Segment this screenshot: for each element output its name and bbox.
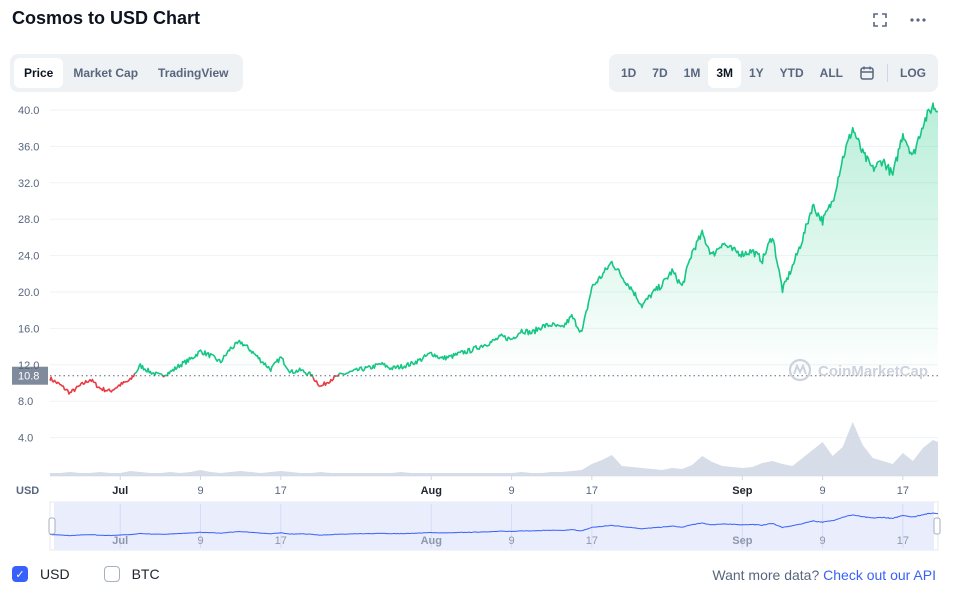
navigator-selection[interactable] — [54, 502, 934, 550]
calendar-icon-graphic — [860, 66, 874, 80]
price-line-up — [311, 373, 314, 378]
watermark-text: CoinMarketCap — [818, 363, 928, 380]
api-link[interactable]: Check out our API — [823, 567, 936, 583]
navigator-grid — [119, 504, 904, 548]
watermark-logo-icon — [788, 358, 812, 382]
navigator-tick-label: Jul — [112, 535, 128, 547]
price-line-down — [49, 373, 136, 395]
y-tick-label: 32.0 — [18, 178, 39, 190]
volume-area — [50, 422, 938, 476]
ellipsis-icon[interactable] — [906, 8, 930, 32]
y-tick-label: 16.0 — [18, 323, 39, 335]
range-3m-button[interactable]: 3M — [708, 58, 741, 88]
navigator-x-axis: Jul 9 17 Aug 9 17 Sep 9 17 — [112, 535, 909, 547]
navigator-line — [49, 512, 938, 537]
more-data-text: Want more data? — [712, 567, 820, 583]
x-tick-label: Sep — [732, 485, 752, 497]
range-7d-button[interactable]: 7D — [652, 66, 668, 80]
range-1y-button[interactable]: 1Y — [748, 66, 764, 80]
x-tick-label: Jul — [112, 485, 128, 497]
calendar-icon[interactable] — [851, 58, 883, 88]
watermark-logo-mark — [793, 363, 807, 375]
x-tick-label: 17 — [897, 485, 909, 497]
price-chart[interactable]: 10.8 40.0 36.0 32.0 28.0 24.0 20.0 16.0 12.0 8.0… — [0, 0, 956, 555]
x-tick-label: 17 — [275, 485, 287, 497]
y-tick-label: 36.0 — [18, 141, 39, 153]
x-tick-label: 9 — [197, 485, 203, 497]
price-area — [50, 103, 938, 376]
y-tick-label: 12.0 — [18, 360, 39, 372]
usd-checkbox[interactable]: ✓ — [12, 566, 28, 582]
tab-tradingview[interactable]: TradingView — [158, 66, 229, 80]
usd-label: USD — [40, 566, 70, 582]
navigator-tick-label: 17 — [275, 535, 287, 547]
tab-price[interactable]: Price — [14, 58, 64, 88]
page-title: Cosmos to USD Chart — [12, 8, 201, 28]
x-tick-label: 9 — [820, 485, 826, 497]
price-line — [49, 102, 939, 395]
price-line-up — [338, 102, 939, 376]
range-1d-button[interactable]: 1D — [620, 66, 637, 80]
y-axis: 40.0 36.0 32.0 28.0 24.0 20.0 16.0 12.0 8.0 4.0 — [18, 105, 39, 445]
navigator-right-handle[interactable] — [933, 517, 941, 535]
y-tick-label: 20.0 — [18, 287, 39, 299]
range-divider — [887, 64, 888, 82]
navigator-tick-label: Sep — [732, 535, 752, 547]
range-navigator[interactable]: Jul 9 17 Aug 9 17 Sep 9 17 — [48, 501, 941, 551]
more-data-promo: Want more data? Check out our API — [712, 567, 936, 583]
y-tick-label: 24.0 — [18, 251, 39, 263]
reference-label: 10.8 — [12, 366, 48, 385]
btc-checkbox[interactable] — [103, 566, 120, 582]
range-all-button[interactable]: ALL — [819, 66, 843, 80]
y-tick-label: 40.0 — [18, 105, 39, 117]
x-tick-label: 17 — [586, 485, 598, 497]
navigator-tick-label: 9 — [197, 535, 203, 547]
x-tick-label: 9 — [508, 485, 514, 497]
watermark: CoinMarketCap — [788, 358, 928, 382]
range-ytd-button[interactable]: YTD — [779, 66, 804, 80]
expand-icon-graphic — [873, 13, 887, 27]
range-1m-button[interactable]: 1M — [683, 66, 701, 80]
x-tick-label: Aug — [421, 485, 442, 497]
range-selector: 1D 7D 1M 3M 1Y YTD ALL LOG — [608, 54, 938, 92]
navigator-left-handle[interactable] — [48, 517, 56, 535]
navigator-tick-label: 17 — [586, 535, 598, 547]
reference-label-text: 10.8 — [18, 371, 39, 383]
currency-toggles: ✓ USD BTC — [12, 566, 160, 582]
price-line-up — [164, 339, 312, 377]
ellipsis-icon-graphic — [910, 18, 926, 22]
navigator-tick-label: 17 — [897, 535, 909, 547]
chart-type-tabs: Price Market Cap TradingView — [10, 54, 243, 92]
price-line-up — [134, 363, 164, 377]
btc-label: BTC — [131, 566, 160, 582]
y-tick-label: 8.0 — [18, 396, 33, 408]
y-tick-label: 28.0 — [18, 214, 39, 226]
navigator-tick-label: Aug — [421, 535, 442, 547]
tab-market-cap[interactable]: Market Cap — [73, 66, 139, 80]
navigator-tick-label: 9 — [508, 535, 514, 547]
x-axis-unit-label: USD — [16, 485, 39, 497]
volume-bars — [50, 422, 938, 476]
y-tick-label: 4.0 — [18, 433, 33, 445]
navigator-tick-label: 9 — [820, 535, 826, 547]
x-axis: Jul 9 17 Aug 9 17 Sep 9 17 — [112, 476, 909, 497]
expand-icon[interactable] — [868, 8, 892, 32]
log-scale-button[interactable]: LOG — [900, 66, 926, 80]
price-line-down — [312, 374, 337, 388]
